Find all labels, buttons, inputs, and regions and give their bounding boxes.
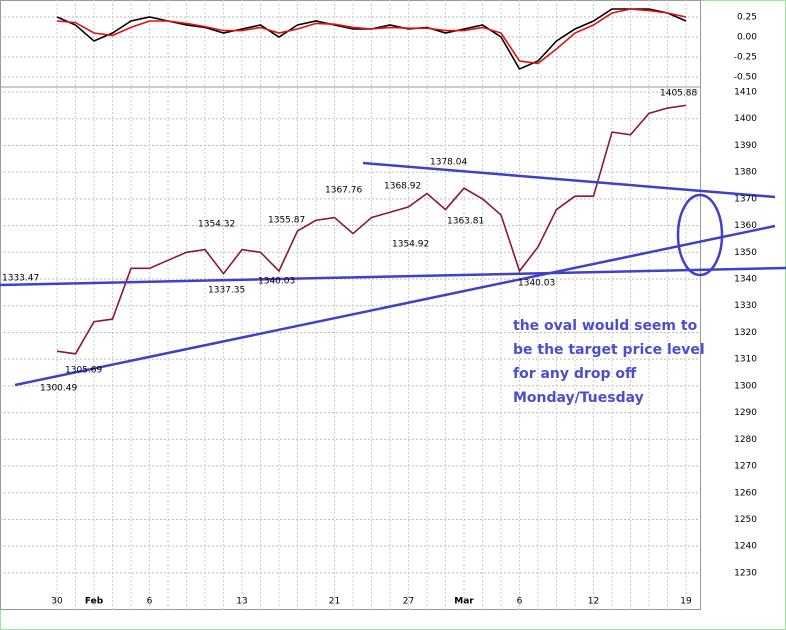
price-annotation: 1300.49	[40, 384, 77, 394]
y-tick-label: 1260	[734, 488, 757, 498]
y-tick-label: 1280	[734, 435, 757, 445]
marks	[56, 8, 687, 355]
y-tick-label: 1300	[734, 381, 757, 391]
y-tick-label: 0.00	[737, 33, 757, 43]
x-tick-label: 19	[680, 597, 692, 607]
price-line	[56, 8, 687, 65]
note-line: Monday/Tuesday	[513, 390, 644, 406]
x-tick-label: Feb	[85, 597, 104, 607]
support-line	[0, 266, 786, 287]
y-tick-label: 1320	[734, 328, 757, 338]
x-tick-label: 12	[588, 597, 599, 607]
price-annotation: 1354.92	[392, 240, 429, 250]
y-tick-label: 1310	[734, 355, 757, 365]
y-tick-label: -0.50	[734, 73, 758, 83]
price-line	[56, 104, 687, 355]
price-annotation: 1305.69	[65, 366, 102, 376]
falling-trendline	[362, 161, 776, 199]
x-tick-label: 6	[147, 597, 153, 607]
y-tick-label: 1410	[734, 88, 757, 98]
x-tick-label: 21	[329, 597, 340, 607]
y-tick-label: 1240	[734, 542, 757, 552]
price-annotation: 1405.88	[660, 89, 697, 99]
note-line: be the target price level	[513, 342, 705, 358]
y-tick-label: 1250	[734, 515, 757, 525]
y-tick-label: 1350	[734, 248, 757, 258]
y-tick-label: 1270	[734, 462, 757, 472]
y-tick-label: 1290	[734, 408, 757, 418]
y-tick-label: 1330	[734, 301, 757, 311]
plot-frame	[0, 0, 701, 610]
price-annotation: 1378.04	[430, 158, 467, 168]
price-annotation: 1337.35	[208, 286, 245, 296]
y-tick-label: 1360	[734, 221, 757, 231]
price-annotation: 1367.76	[325, 186, 362, 196]
x-tick-label: Mar	[454, 597, 474, 607]
y-tick-label: 1380	[734, 168, 757, 178]
price-annotation: 1368.92	[384, 182, 421, 192]
note-line: the oval would seem to	[513, 318, 698, 334]
y-tick-label: -0.25	[734, 53, 757, 63]
target-oval	[676, 193, 724, 277]
price-annotation: 1340.03	[518, 279, 555, 289]
price-annotation: 1340.03	[258, 277, 295, 287]
note-line: for any drop off	[513, 366, 637, 382]
price-annotation: 1355.87	[268, 216, 305, 226]
y-tick-label: 0.25	[737, 13, 757, 23]
y-tick-label: 1400	[734, 114, 757, 124]
y-tick-label: 1390	[734, 141, 757, 151]
y-tick-label: 1370	[734, 194, 757, 204]
labels: 0.250.00-0.25-0.501230124012501260127012…	[2, 13, 757, 607]
y-tick-label: 1230	[734, 568, 757, 578]
x-tick-label: 27	[403, 597, 414, 607]
price-annotation: 1333.47	[2, 274, 39, 284]
x-tick-label: 30	[51, 597, 63, 607]
grid	[0, 0, 700, 610]
price-annotation: 1354.32	[198, 220, 235, 230]
x-tick-label: 6	[517, 597, 523, 607]
price-annotation: 1363.81	[447, 217, 484, 227]
y-tick-label: 1340	[734, 275, 757, 285]
rising-trendline	[14, 224, 776, 387]
x-tick-label: 13	[236, 597, 247, 607]
